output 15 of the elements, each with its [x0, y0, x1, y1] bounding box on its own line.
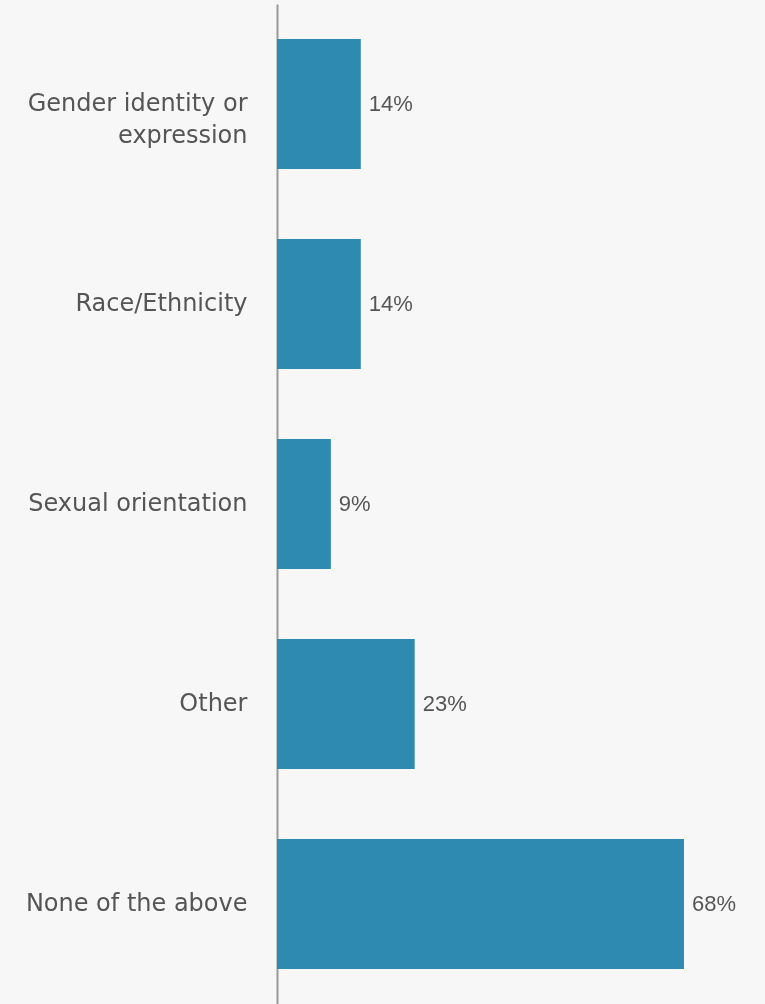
data-label: 68%	[692, 891, 737, 916]
y-tick-label: Sexual orientation	[28, 489, 248, 517]
bar	[277, 239, 361, 369]
y-tick-label: Other	[179, 689, 248, 717]
bar	[277, 839, 684, 969]
bar	[277, 439, 331, 569]
data-label: 9%	[338, 491, 371, 516]
y-tick-label: None of the above	[25, 889, 248, 917]
y-tick-label: Race/Ethnicity	[75, 289, 248, 317]
data-label: 23%	[422, 691, 467, 716]
bar	[277, 39, 361, 169]
data-label: 14%	[368, 91, 413, 116]
data-label: 14%	[368, 291, 413, 316]
y-tick-label: Gender identity or expression	[27, 89, 248, 149]
bar	[277, 639, 415, 769]
